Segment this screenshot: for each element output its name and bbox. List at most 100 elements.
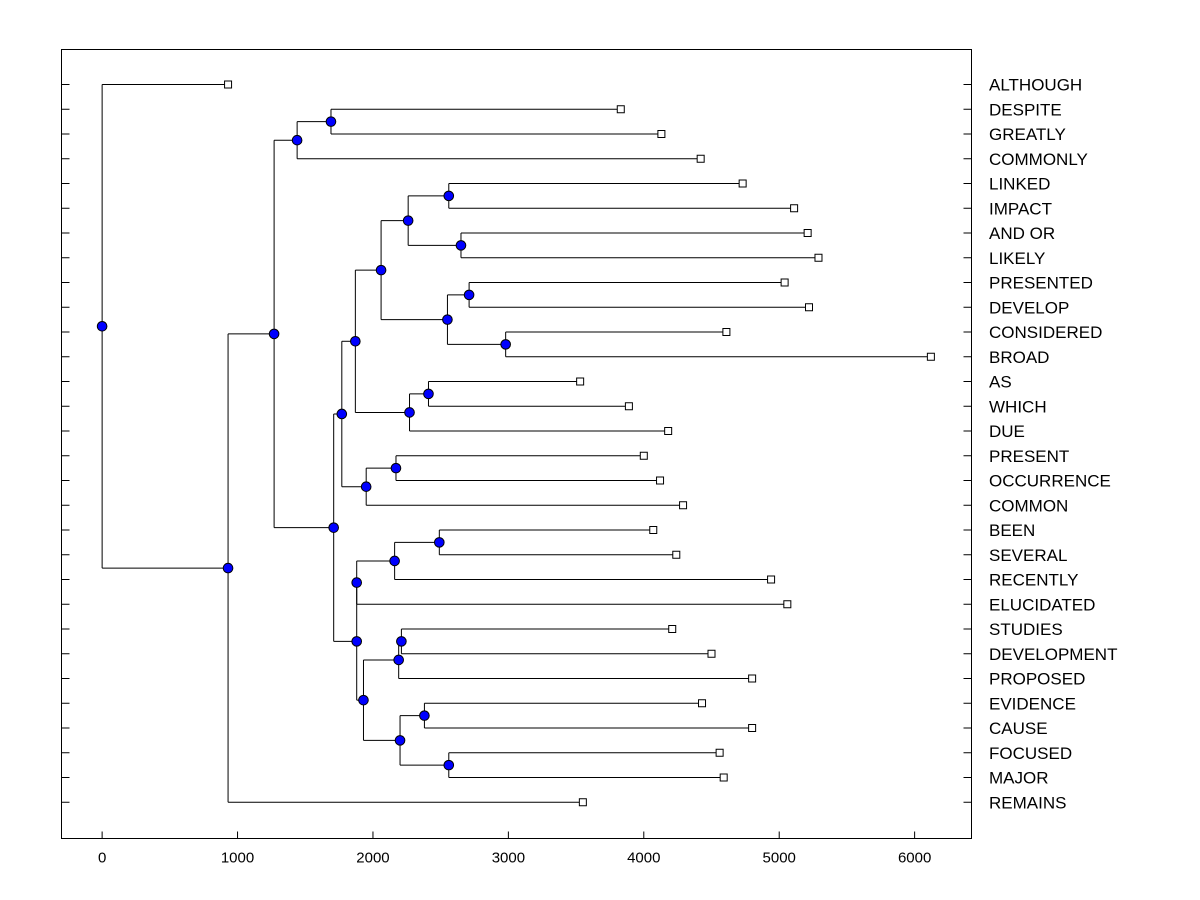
merge-node [325,116,337,127]
leaf-marker-as [576,377,585,386]
merge-node [390,462,402,474]
x-tick-label: 5000 [763,850,796,867]
leaf-label-develop: DEVELOP [989,298,1069,317]
leaf-label-several: SEVERAL [989,546,1067,565]
merge-node [500,339,511,350]
x-tick-label: 0 [98,850,106,867]
x-tick-label: 2000 [356,850,389,867]
x-tick-label: 1000 [221,850,254,867]
dendrogram-nodes [96,116,511,771]
leaf-label-present: PRESENT [989,447,1069,466]
leaf-label-development: DEVELOPMENT [989,645,1117,664]
leaf-label-occurrence: OCCURRENCE [989,472,1111,491]
leaf-label-which: WHICH [989,397,1047,416]
leaf-marker-likely [814,253,823,262]
merge-node [443,759,455,771]
leaf-marker-develop [805,303,813,312]
x-tick-label: 4000 [627,850,660,867]
leaf-label-although: ALTHOUGH [989,76,1082,95]
leaf-label-impact: IMPACT [989,199,1052,218]
dendrogram-leaves [224,80,935,807]
leaf-marker-several [672,550,681,559]
merge-node [360,481,372,492]
leaf-label-evidence: EVIDENCE [989,694,1076,713]
leaf-label-commonly: COMMONLY [989,150,1088,169]
x-tick-label: 3000 [492,850,525,867]
merge-node [423,388,434,400]
leaf-label-cause: CAUSE [989,719,1048,738]
dendrogram-branches [101,84,931,803]
merge-node [434,537,445,548]
leaf-label-been: BEEN [989,521,1035,540]
leaf-label-linked: LINKED [989,175,1050,194]
merge-node [389,555,400,567]
leaf-label-major: MAJOR [989,769,1049,788]
merge-node [291,134,303,146]
merge-node [351,577,363,588]
leaf-marker-despite [616,105,625,114]
leaf-marker-focused [715,748,724,757]
x-tick-label: 6000 [898,850,931,867]
merge-node [443,190,455,202]
leaf-label-broad: BROAD [989,348,1049,367]
merge-node [394,735,406,746]
merge-node [350,335,361,347]
leaf-marker-commonly [696,154,705,163]
merge-node [328,522,339,533]
merge-node [393,654,404,666]
merge-node [463,289,475,301]
x-axis-tick-labels: 0 1000 2000 3000 4000 5000 6000 [98,850,931,867]
merge-node [375,264,387,276]
merge-node [268,328,280,340]
leaf-label-common: COMMON [989,496,1068,515]
leaf-marker-studies [668,625,677,633]
leaf-label-elucidated: ELUCIDATED [989,595,1095,614]
merge-node [404,407,415,418]
leaf-marker-greatly [657,130,666,138]
leaf-labels: ALTHOUGH DESPITE GREATLY COMMONLY LINKED IMPA… [989,76,1117,813]
merge-node [442,314,453,325]
leaf-marker-broad [926,352,935,361]
leaf-label-greatly: GREATLY [989,125,1066,144]
leaf-label-considered: CONSIDERED [989,323,1102,342]
leaf-marker-cause [748,724,757,732]
leaf-marker-recently [767,575,776,584]
leaf-marker-due [664,427,673,435]
leaf-label-remains: REMAINS [989,793,1066,812]
merge-node [402,215,414,226]
leaf-marker-elucidated [783,600,792,609]
leaf-label-despite: DESPITE [989,100,1062,119]
leaf-marker-impact [790,204,799,213]
leaf-marker-presented [780,278,789,287]
leaf-label-and-or: AND OR [989,224,1055,243]
axis-ticks [61,84,972,839]
leaf-marker-which [624,402,633,411]
merge-node [396,636,407,647]
merge-node [351,636,363,647]
merge-node [336,408,348,420]
leaf-label-recently: RECENTLY [989,571,1078,590]
leaf-marker-and-or [803,229,812,237]
leaf-label-likely: LIKELY [989,249,1045,268]
merge-node [419,710,430,721]
leaf-marker-remains [578,798,587,807]
leaf-label-as: AS [989,373,1012,392]
leaf-marker-major [719,773,728,782]
leaf-marker-been [649,526,658,534]
merge-node [222,562,234,574]
merge-node [455,240,467,251]
leaf-marker-although [224,80,233,89]
plot-frame [61,49,972,839]
leaf-marker-proposed [748,674,757,683]
leaf-marker-common [679,501,688,510]
leaf-marker-occurrence [656,476,665,485]
leaf-label-proposed: PROPOSED [989,670,1085,689]
leaf-label-studies: STUDIES [989,620,1063,639]
leaf-marker-development [707,649,716,658]
leaf-marker-evidence [698,699,707,708]
leaf-label-presented: PRESENTED [989,274,1093,293]
merge-node [358,694,369,706]
leaf-marker-linked [738,179,747,188]
merge-node [96,320,108,332]
